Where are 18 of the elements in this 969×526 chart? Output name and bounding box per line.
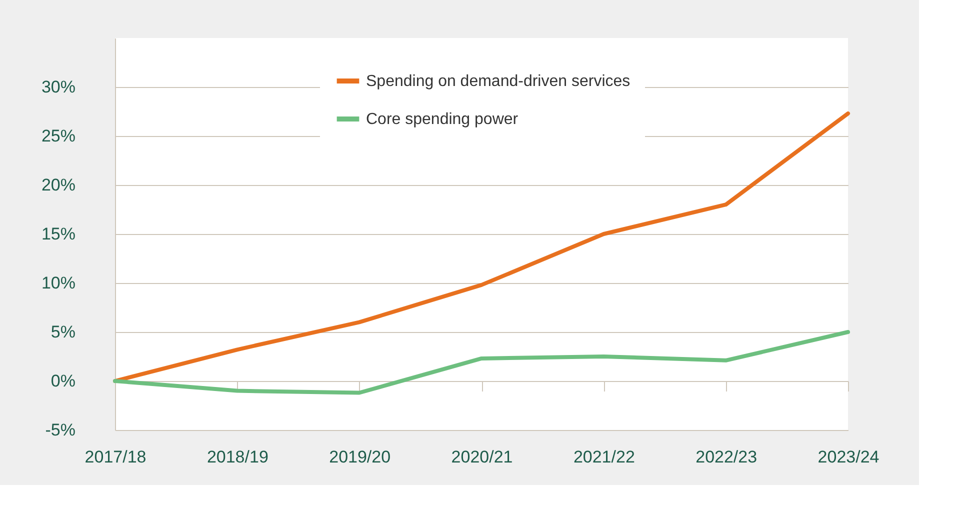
x-tick-label: 2019/20 xyxy=(329,448,391,466)
y-tick-label: -5% xyxy=(45,420,76,440)
x-tick-label: 2022/23 xyxy=(696,448,758,466)
legend-label: Core spending power xyxy=(366,111,519,128)
y-tick-label: 30% xyxy=(41,78,76,96)
y-tick-label: 10% xyxy=(41,274,76,292)
x-tick-label: 2018/19 xyxy=(206,448,268,466)
y-tick-label: 5% xyxy=(50,322,76,342)
y-tick-label: 25% xyxy=(41,126,76,146)
line-series xyxy=(113,330,850,395)
legend-label: Spending on demand-driven services xyxy=(366,73,630,90)
x-tick-label: 2021/22 xyxy=(573,448,635,466)
y-tick-label: 15% xyxy=(41,224,76,244)
x-tick-label: 2023/24 xyxy=(818,448,880,466)
x-tick-label: 2020/21 xyxy=(451,448,513,466)
y-tick-label: 0% xyxy=(50,372,76,390)
y-tick-label: 20% xyxy=(41,176,76,194)
x-tick-label: 2017/18 xyxy=(84,448,146,466)
